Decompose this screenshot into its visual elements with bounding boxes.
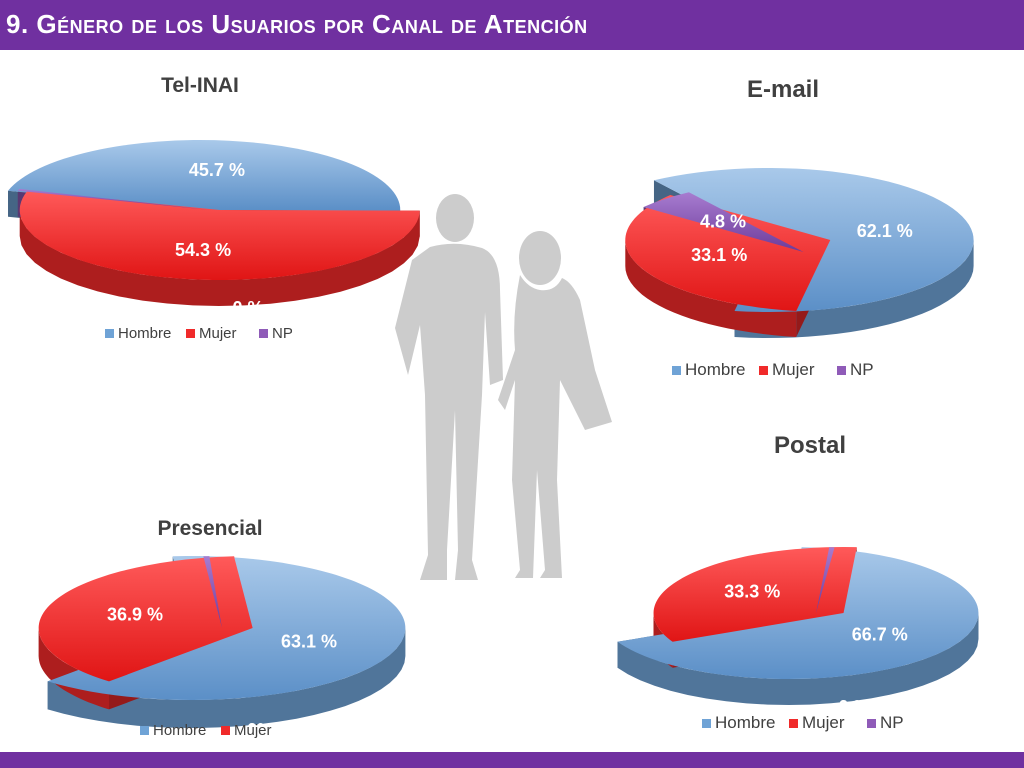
slice-np (643, 192, 804, 252)
data-label-np: 0 % (838, 697, 869, 717)
chart-legend: Hombre Mujer (140, 722, 272, 739)
legend-swatch-np (837, 366, 846, 375)
data-label-np: 4.8 % (700, 211, 746, 231)
legend-swatch-hombre (702, 719, 711, 728)
footer-bar (0, 752, 1024, 768)
slice-np (17, 188, 210, 210)
legend-swatch-np (259, 329, 268, 338)
couple-silhouette-icon (395, 194, 612, 580)
legend-swatch-mujer (759, 366, 768, 375)
data-label-mujer: 36.9 % (107, 605, 163, 625)
legend-label-mujer: Mujer (234, 722, 272, 739)
slice-np (203, 556, 222, 628)
data-label-np: 0% (247, 720, 273, 740)
legend-label-mujer: Mujer (802, 713, 845, 732)
slice-hombre (8, 140, 401, 211)
page-title: 9. Género de los Usuarios por Canal de A… (6, 9, 588, 39)
data-label-mujer: 33.1 % (691, 245, 747, 265)
slice-np (816, 547, 835, 613)
legend-label-hombre: Hombre (118, 325, 171, 342)
slice-mujer (625, 194, 831, 312)
pie-chart-e-mail: 62.1 % 33.1 % 4.8 % E-mail Hombre Mujer NP (625, 76, 974, 379)
legend-swatch-mujer (221, 726, 230, 735)
slice-mujer (38, 556, 253, 682)
chart-title: Postal (774, 432, 846, 459)
chart-legend: Hombre Mujer NP (105, 325, 293, 342)
legend-swatch-np (867, 719, 876, 728)
pie-chart-presencial: 63.1 % 36.9 % 0% Presencial Hombre Mujer (38, 517, 406, 740)
data-label-mujer: 54.3 % (175, 240, 231, 260)
data-label-hombre: 66.7 % (852, 624, 908, 644)
data-label-np: 0 % (232, 298, 263, 318)
chart-legend: Hombre Mujer NP (702, 713, 904, 732)
legend-label-hombre: Hombre (685, 360, 745, 379)
legend-swatch-hombre (140, 726, 149, 735)
chart-title: E-mail (747, 76, 819, 103)
legend-label-np: NP (272, 325, 293, 342)
legend-label-hombre: Hombre (715, 713, 775, 732)
legend-label-hombre: Hombre (153, 722, 206, 739)
slice-mujer (653, 547, 857, 642)
data-label-mujer: 33.3 % (724, 582, 780, 602)
data-label-hombre: 62.1 % (857, 221, 913, 241)
chart-title: Tel-INAI (161, 74, 239, 97)
slice-mujer (19, 190, 420, 281)
legend-label-np: NP (880, 713, 904, 732)
legend-label-mujer: Mujer (772, 360, 815, 379)
legend-swatch-mujer (186, 329, 195, 338)
legend-swatch-mujer (789, 719, 798, 728)
header-bar: 9. Género de los Usuarios por Canal de A… (0, 0, 1024, 50)
legend-swatch-hombre (105, 329, 114, 338)
data-label-hombre: 63.1 % (281, 631, 337, 651)
legend-label-mujer: Mujer (199, 325, 237, 342)
chart-legend: Hombre Mujer NP (672, 360, 874, 379)
legend-label-np: NP (850, 360, 874, 379)
pie-chart-tel-inai: 45.7 % 54.3 % 0 % Tel-INAI Hombre Mujer NP (8, 74, 420, 342)
pie-chart-postal: 66.7 % 33.3 % 0 % Postal Hombre Mujer NP (617, 432, 979, 732)
data-label-hombre: 45.7 % (189, 160, 245, 180)
legend-swatch-hombre (672, 366, 681, 375)
chart-title: Presencial (157, 517, 262, 540)
